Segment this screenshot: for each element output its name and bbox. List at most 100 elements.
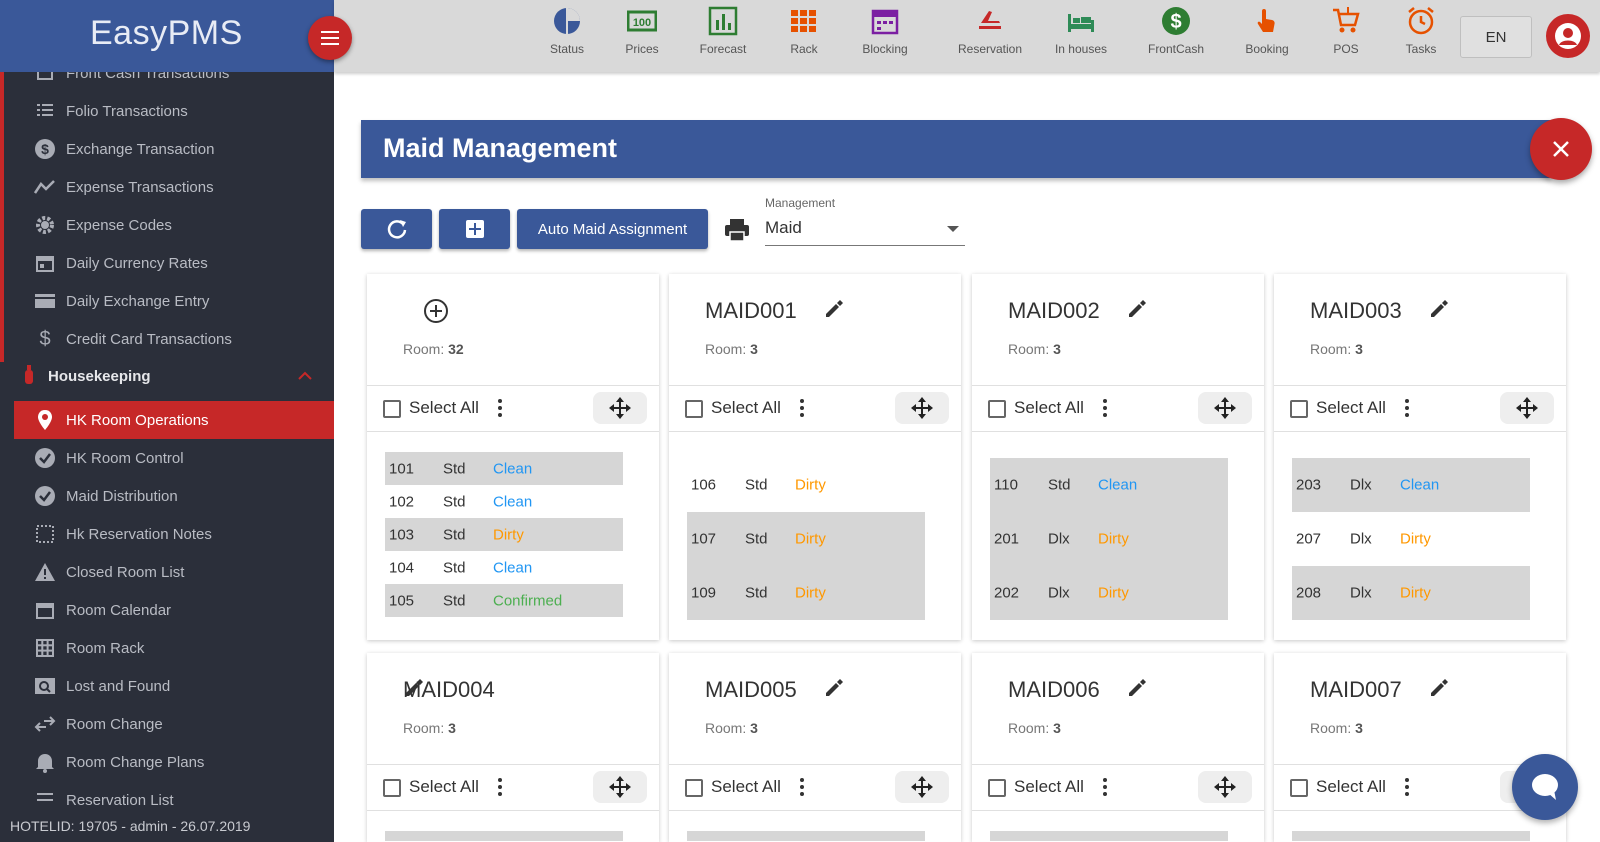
sidebar-item-closed-room-list[interactable]: Closed Room List bbox=[0, 553, 334, 591]
room-status: Dirty bbox=[1098, 584, 1129, 602]
room-row[interactable]: 207 Dlx Dirty bbox=[1292, 512, 1530, 566]
close-button[interactable] bbox=[1530, 118, 1592, 180]
room-row[interactable]: 109 Std Dirty bbox=[687, 566, 925, 620]
print-icon[interactable] bbox=[724, 218, 750, 242]
sidebar-item-room-change[interactable]: Room Change bbox=[0, 705, 334, 743]
sidebar-item-reservation-list[interactable]: Reservation List bbox=[0, 781, 334, 819]
top-item-forecast[interactable]: Forecast bbox=[683, 6, 763, 56]
more-vert-icon[interactable] bbox=[1404, 399, 1410, 419]
more-vert-icon[interactable] bbox=[1404, 778, 1410, 798]
sidebar-item-expense-transactions[interactable]: Expense Transactions bbox=[0, 168, 334, 206]
room-row[interactable]: 106 Std Dirty bbox=[687, 458, 925, 512]
room-row[interactable]: 201 Dlx Dirty bbox=[990, 512, 1228, 566]
edit-icon[interactable] bbox=[1126, 298, 1150, 322]
sidebar-item-label: Room Calendar bbox=[66, 601, 172, 619]
more-vert-icon[interactable] bbox=[1102, 399, 1108, 419]
sidebar-item-exchange-transaction[interactable]: $ Exchange Transaction bbox=[0, 130, 334, 168]
room-status: Dirty bbox=[795, 476, 826, 494]
select-all-checkbox[interactable] bbox=[988, 400, 1006, 418]
top-item-rack[interactable]: Rack bbox=[764, 6, 844, 56]
select-all-checkbox[interactable] bbox=[1290, 779, 1308, 797]
room-row[interactable]: 208 Dlx Dirty bbox=[1292, 566, 1530, 620]
card-header: MAID006 Room: 3 bbox=[972, 653, 1264, 765]
select-all-checkbox[interactable] bbox=[685, 779, 703, 797]
management-label: Management bbox=[765, 196, 836, 210]
move-button[interactable] bbox=[1198, 392, 1252, 424]
chat-button[interactable] bbox=[1512, 754, 1578, 820]
menu-toggle-button[interactable] bbox=[308, 16, 352, 60]
move-button[interactable] bbox=[593, 392, 647, 424]
sidebar-item-folio-transactions[interactable]: Folio Transactions bbox=[0, 92, 334, 130]
sidebar-item-daily-exchange-entry[interactable]: Daily Exchange Entry bbox=[0, 282, 334, 320]
chevron-up-icon[interactable] bbox=[298, 368, 312, 384]
user-account-button[interactable] bbox=[1546, 14, 1590, 58]
edit-icon[interactable] bbox=[403, 677, 427, 701]
sidebar-item-room-rack[interactable]: Room Rack bbox=[0, 629, 334, 667]
room-row[interactable]: 202 Dlx Dirty bbox=[990, 566, 1228, 620]
select-all-checkbox[interactable] bbox=[685, 400, 703, 418]
more-vert-icon[interactable] bbox=[497, 399, 503, 419]
sidebar-item-room-change-plans[interactable]: Room Change Plans bbox=[0, 743, 334, 781]
top-item-frontcash[interactable]: $ FrontCash bbox=[1136, 6, 1216, 56]
move-button[interactable] bbox=[895, 771, 949, 803]
room-row[interactable]: 103 Std Dirty bbox=[385, 518, 623, 551]
room-row[interactable]: 107 Std Dirty bbox=[687, 512, 925, 566]
top-item-in-houses[interactable]: In houses bbox=[1041, 6, 1121, 56]
auto-maid-assignment-button[interactable]: Auto Maid Assignment bbox=[517, 209, 708, 249]
calendar-icon bbox=[34, 599, 56, 621]
sidebar-item-credit-card-transactions[interactable]: $ Credit Card Transactions bbox=[0, 320, 334, 358]
select-all-checkbox[interactable] bbox=[1290, 400, 1308, 418]
room-row[interactable]: 203 Dlx Clean bbox=[1292, 458, 1530, 512]
sidebar-item-hk-reservation-notes[interactable]: Hk Reservation Notes bbox=[0, 515, 334, 553]
sidebar-item-maid-distribution[interactable]: Maid Distribution bbox=[0, 477, 334, 515]
top-item-reservation[interactable]: Reservation bbox=[942, 6, 1038, 56]
sidebar-item-label: Closed Room List bbox=[66, 563, 185, 581]
room-row[interactable]: 110 Std Clean bbox=[990, 458, 1228, 512]
refresh-button[interactable] bbox=[361, 209, 432, 249]
edit-icon[interactable] bbox=[1428, 677, 1452, 701]
edit-icon[interactable] bbox=[823, 298, 847, 322]
move-button[interactable] bbox=[1198, 771, 1252, 803]
room-row[interactable]: 104 Std Clean bbox=[385, 551, 623, 584]
edit-icon[interactable] bbox=[823, 677, 847, 701]
more-vert-icon[interactable] bbox=[497, 778, 503, 798]
sidebar-item-daily-currency-rates[interactable]: Daily Currency Rates bbox=[0, 244, 334, 282]
select-all-checkbox[interactable] bbox=[383, 779, 401, 797]
room-label: Room: bbox=[1008, 341, 1050, 357]
management-select[interactable]: Maid bbox=[765, 214, 965, 246]
language-button[interactable]: EN bbox=[1460, 16, 1532, 58]
more-vert-icon[interactable] bbox=[1102, 778, 1108, 798]
room-row[interactable]: 101 Std Clean bbox=[385, 452, 623, 485]
top-item-tasks[interactable]: Tasks bbox=[1381, 6, 1461, 56]
sidebar-item-room-calendar[interactable]: Room Calendar bbox=[0, 591, 334, 629]
sidebar-section-housekeeping[interactable]: Housekeeping bbox=[0, 356, 334, 396]
top-item-status[interactable]: Status bbox=[527, 6, 607, 56]
select-all-checkbox[interactable] bbox=[988, 779, 1006, 797]
move-button[interactable] bbox=[1500, 392, 1554, 424]
add-circle-icon[interactable] bbox=[423, 298, 449, 324]
room-row[interactable]: 102 Std Clean bbox=[385, 485, 623, 518]
move-button[interactable] bbox=[895, 392, 949, 424]
bell-icon bbox=[34, 751, 56, 773]
move-button[interactable] bbox=[593, 771, 647, 803]
top-item-label: Reservation bbox=[957, 42, 1023, 56]
top-item-booking[interactable]: Booking bbox=[1227, 6, 1307, 56]
edit-icon[interactable] bbox=[1126, 677, 1150, 701]
room-type: Std bbox=[443, 526, 466, 543]
select-all-checkbox[interactable] bbox=[383, 400, 401, 418]
top-item-pos[interactable]: POS bbox=[1306, 6, 1386, 56]
add-button[interactable] bbox=[439, 209, 510, 249]
more-vert-icon[interactable] bbox=[799, 399, 805, 419]
top-item-blocking[interactable]: Blocking bbox=[845, 6, 925, 56]
room-list: 110 Std Clean 201 Dlx Dirty 202 Dlx Dirty bbox=[990, 458, 1228, 620]
sidebar-item-hk-room-control[interactable]: HK Room Control bbox=[0, 439, 334, 477]
more-vert-icon[interactable] bbox=[799, 778, 805, 798]
svg-text:100: 100 bbox=[633, 17, 651, 29]
sidebar-item-expense-codes[interactable]: Expense Codes bbox=[0, 206, 334, 244]
room-row[interactable]: 105 Std Confirmed bbox=[385, 584, 623, 617]
sidebar-item-lost-and-found[interactable]: Lost and Found bbox=[0, 667, 334, 705]
panel-header: Maid Management bbox=[361, 120, 1551, 178]
top-item-prices[interactable]: 100 Prices bbox=[602, 6, 682, 56]
edit-icon[interactable] bbox=[1428, 298, 1452, 322]
sidebar-item-hk-room-operations[interactable]: HK Room Operations bbox=[14, 401, 334, 439]
